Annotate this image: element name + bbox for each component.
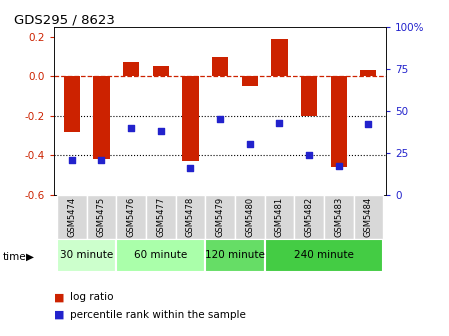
Bar (176, 195, 205, 239)
Text: GSM5478: GSM5478 (186, 197, 195, 237)
Point (157, 128, 164, 134)
Bar (271, 39, 287, 76)
Bar (264, 239, 383, 272)
Bar (294, 195, 324, 239)
Point (187, 165, 194, 171)
Bar (205, 195, 235, 239)
Bar (93, 76, 110, 159)
Text: log ratio: log ratio (70, 292, 113, 302)
Text: GSM5475: GSM5475 (97, 197, 106, 237)
Bar (87, 195, 116, 239)
Text: GSM5480: GSM5480 (245, 197, 254, 237)
Text: percentile rank within the sample: percentile rank within the sample (70, 310, 246, 320)
Bar (353, 195, 383, 239)
Point (276, 120, 283, 125)
Point (68, 157, 75, 162)
Text: ■: ■ (54, 310, 64, 320)
Text: GSM5476: GSM5476 (127, 197, 136, 237)
Text: GSM5477: GSM5477 (156, 197, 165, 237)
Text: GSM5479: GSM5479 (216, 197, 224, 237)
Bar (235, 195, 264, 239)
Text: 120 minute: 120 minute (205, 250, 265, 260)
Bar (242, 76, 258, 86)
Bar (324, 195, 353, 239)
Point (305, 152, 313, 157)
Bar (123, 62, 139, 76)
Text: 240 minute: 240 minute (294, 250, 354, 260)
Bar (205, 239, 264, 272)
Point (335, 164, 342, 169)
Bar (153, 67, 169, 76)
Text: 30 minute: 30 minute (60, 250, 113, 260)
Bar (212, 56, 228, 76)
Text: GSM5484: GSM5484 (364, 197, 373, 237)
Bar (360, 70, 377, 76)
Bar (116, 195, 146, 239)
Text: ■: ■ (54, 292, 64, 302)
Text: GSM5481: GSM5481 (275, 197, 284, 237)
Bar (301, 76, 317, 116)
Point (365, 122, 372, 127)
Text: GSM5482: GSM5482 (304, 197, 313, 237)
Text: ▶: ▶ (26, 252, 34, 262)
Bar (264, 195, 294, 239)
Bar (116, 239, 205, 272)
Text: time: time (2, 252, 26, 262)
Text: GSM5483: GSM5483 (334, 197, 343, 237)
Point (216, 117, 224, 122)
Bar (57, 239, 116, 272)
Text: GSM5474: GSM5474 (67, 197, 76, 237)
Point (128, 125, 135, 130)
Bar (330, 76, 347, 167)
Bar (146, 195, 176, 239)
Text: GDS295 / 8623: GDS295 / 8623 (14, 14, 115, 27)
Text: 60 minute: 60 minute (134, 250, 187, 260)
Point (246, 142, 253, 147)
Bar (182, 76, 198, 161)
Bar (57, 195, 87, 239)
Point (98, 157, 105, 162)
Bar (63, 76, 80, 132)
